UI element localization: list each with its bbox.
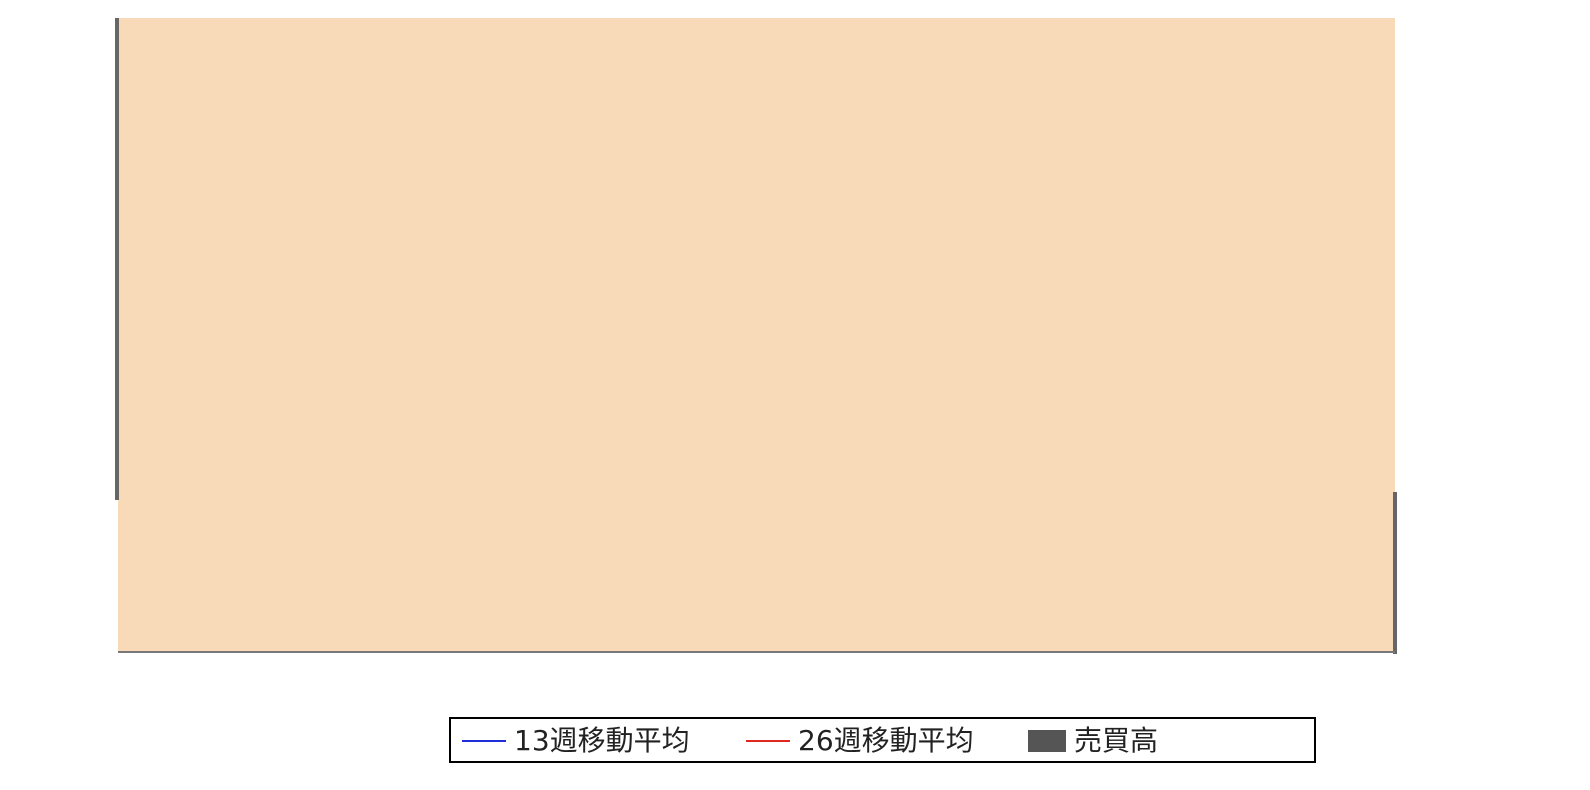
plot-background bbox=[118, 18, 1395, 652]
legend-label: 26週移動平均 bbox=[798, 724, 974, 757]
legend-label: 売買高 bbox=[1074, 724, 1158, 757]
legend: 13週移動平均 26週移動平均 売買高 bbox=[449, 717, 1316, 763]
legend-box bbox=[449, 717, 1316, 763]
legend-swatch bbox=[1028, 730, 1066, 752]
legend-label: 13週移動平均 bbox=[514, 724, 690, 757]
